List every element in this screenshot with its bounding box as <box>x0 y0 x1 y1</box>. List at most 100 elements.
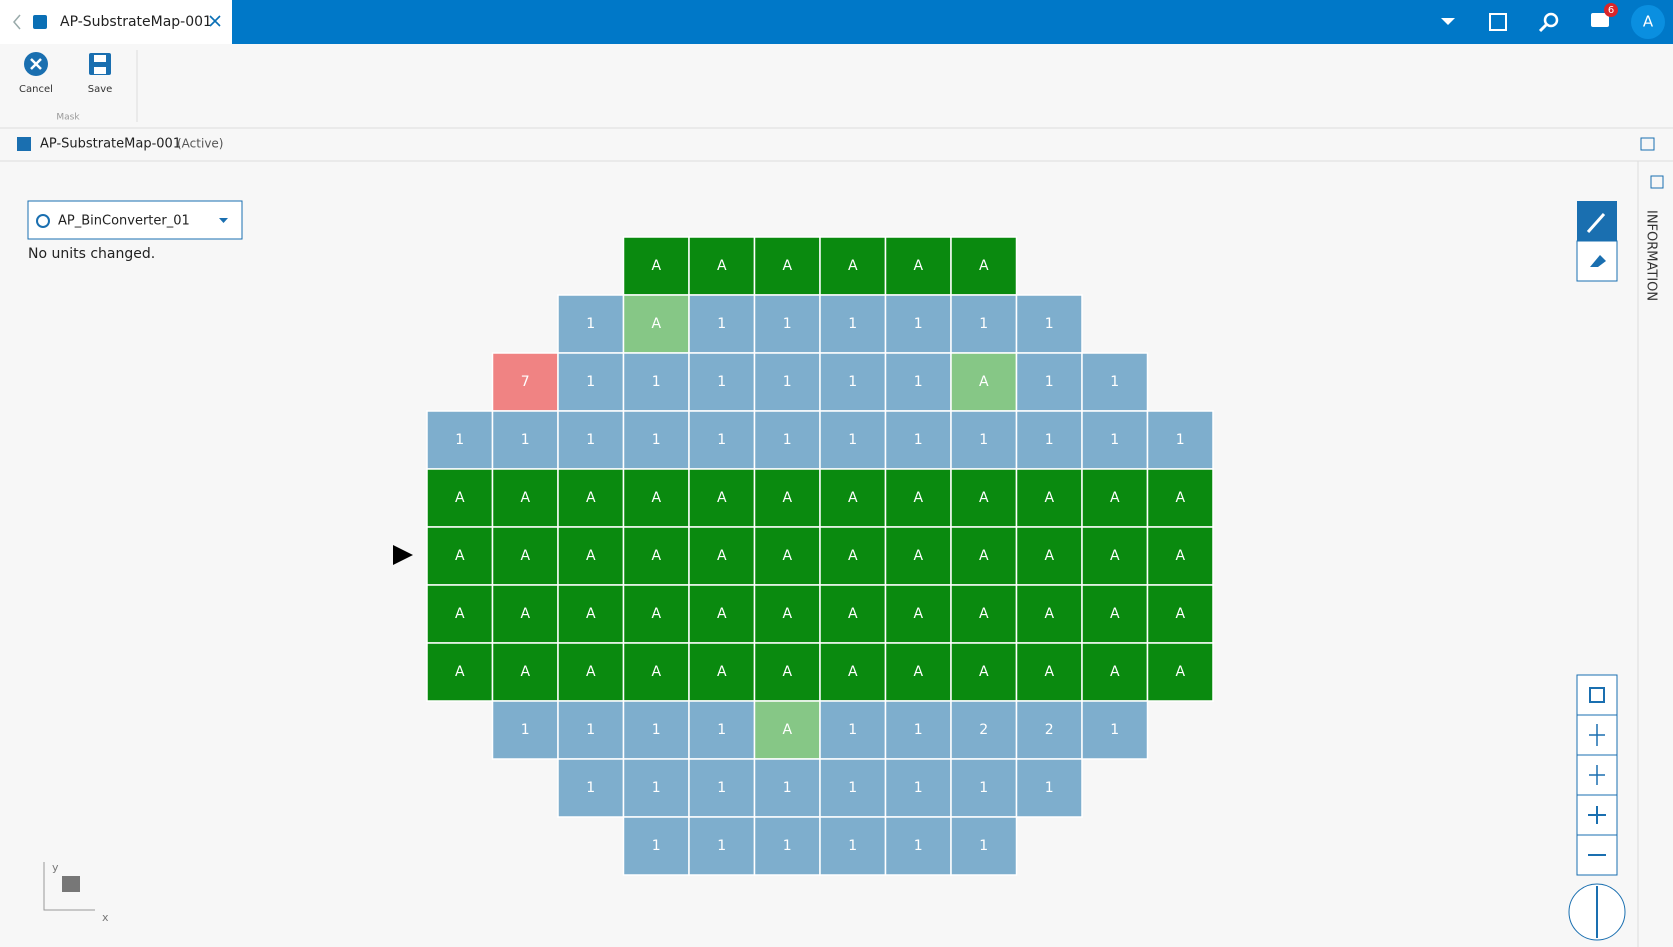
die-cell[interactable] <box>1146 642 1214 702</box>
scan-icon[interactable] <box>1489 13 1507 31</box>
die-cell[interactable] <box>884 352 952 412</box>
search-icon[interactable] <box>1543 12 1559 28</box>
die-cell[interactable] <box>1015 468 1083 528</box>
die-cell[interactable] <box>1015 758 1083 818</box>
side-label[interactable]: INFORMATION <box>1644 210 1659 301</box>
die-cell[interactable] <box>753 352 821 412</box>
die-label: 1 <box>914 374 923 390</box>
die-cell[interactable] <box>1081 642 1149 702</box>
die-cell[interactable] <box>950 410 1018 470</box>
die-cell[interactable] <box>753 468 821 528</box>
die-cell[interactable] <box>884 410 952 470</box>
die-cell[interactable] <box>1081 700 1149 760</box>
die-cell[interactable] <box>622 236 690 296</box>
cancel-label[interactable]: Cancel <box>19 84 53 95</box>
die-label: 1 <box>914 432 923 448</box>
dropdown-caret[interactable] <box>219 218 228 223</box>
die-cell[interactable] <box>622 816 690 876</box>
die-label: A <box>717 490 727 506</box>
die-cell[interactable] <box>884 700 952 760</box>
die-label: 1 <box>848 374 857 390</box>
die-cell[interactable] <box>950 236 1018 296</box>
die-cell[interactable] <box>753 816 821 876</box>
die-label: A <box>520 664 530 680</box>
die-cell[interactable] <box>1015 294 1083 354</box>
die-cell[interactable] <box>884 526 952 586</box>
die-cell[interactable] <box>884 816 952 876</box>
die-cell[interactable] <box>753 584 821 644</box>
die-cell[interactable] <box>950 468 1018 528</box>
die-cell[interactable] <box>426 410 494 470</box>
die-cell[interactable] <box>753 700 821 760</box>
die-label: A <box>455 490 465 506</box>
die-cell[interactable] <box>688 236 756 296</box>
die-cell[interactable] <box>950 700 1018 760</box>
die-cell[interactable] <box>753 410 821 470</box>
save-label[interactable]: Save <box>88 84 113 95</box>
die-label: A <box>1044 548 1054 564</box>
die-cell[interactable] <box>491 468 559 528</box>
die-cell[interactable] <box>1015 352 1083 412</box>
die-cell[interactable] <box>557 410 625 470</box>
die-cell[interactable] <box>819 642 887 702</box>
die-cell[interactable] <box>688 526 756 586</box>
die-cell[interactable] <box>557 294 625 354</box>
die-label: A <box>651 548 661 564</box>
die-cell[interactable] <box>950 294 1018 354</box>
die-cell[interactable] <box>426 468 494 528</box>
die-cell[interactable] <box>426 526 494 586</box>
die-label: A <box>455 606 465 622</box>
side-collapse[interactable] <box>1650 175 1664 189</box>
die-cell[interactable] <box>950 816 1018 876</box>
die-cell[interactable] <box>950 758 1018 818</box>
die-cell[interactable] <box>884 468 952 528</box>
die-cell[interactable] <box>819 584 887 644</box>
die-cell[interactable] <box>622 410 690 470</box>
die-label: 1 <box>979 432 988 448</box>
dropdown[interactable] <box>27 200 243 240</box>
die-cell[interactable] <box>753 236 821 296</box>
reset-tool[interactable] <box>1576 674 1618 716</box>
die-cell[interactable] <box>950 352 1018 412</box>
die-cell[interactable] <box>950 526 1018 586</box>
collapse-icon[interactable] <box>1640 137 1655 151</box>
die-label: 1 <box>783 838 792 854</box>
die-cell[interactable] <box>1081 410 1149 470</box>
row-pointer <box>393 545 413 565</box>
die-cell[interactable] <box>819 410 887 470</box>
chat-icon[interactable] <box>1591 13 1609 27</box>
die-cell[interactable] <box>688 700 756 760</box>
die-cell[interactable] <box>557 758 625 818</box>
die-cell[interactable] <box>622 526 690 586</box>
die-cell[interactable] <box>950 584 1018 644</box>
die-cell[interactable] <box>1081 584 1149 644</box>
die-cell[interactable] <box>1081 468 1149 528</box>
die-label: A <box>979 258 989 274</box>
die-cell[interactable] <box>819 816 887 876</box>
die-cell[interactable] <box>426 584 494 644</box>
close-icon[interactable] <box>209 15 221 27</box>
die-cell[interactable] <box>1146 410 1214 470</box>
back-icon[interactable] <box>13 14 21 30</box>
die-label: 1 <box>848 780 857 796</box>
die-cell[interactable] <box>622 294 690 354</box>
die-label: 2 <box>979 722 988 738</box>
die-label: A <box>1110 548 1120 564</box>
die-cell[interactable] <box>557 584 625 644</box>
die-cell[interactable] <box>688 294 756 354</box>
die-label: 1 <box>717 316 726 332</box>
dropdown-caret[interactable] <box>1441 18 1455 25</box>
die-cell[interactable] <box>491 642 559 702</box>
die-cell[interactable] <box>491 410 559 470</box>
die-cell[interactable] <box>1146 584 1214 644</box>
avatar[interactable] <box>1631 5 1665 39</box>
die-cell[interactable] <box>491 526 559 586</box>
die-cell[interactable] <box>1146 468 1214 528</box>
die-cell[interactable] <box>1015 584 1083 644</box>
die-cell[interactable] <box>884 294 952 354</box>
die-cell[interactable] <box>688 352 756 412</box>
die-cell[interactable] <box>1015 526 1083 586</box>
die-cell[interactable] <box>884 236 952 296</box>
die-label: A <box>586 606 596 622</box>
die-cell[interactable] <box>622 468 690 528</box>
